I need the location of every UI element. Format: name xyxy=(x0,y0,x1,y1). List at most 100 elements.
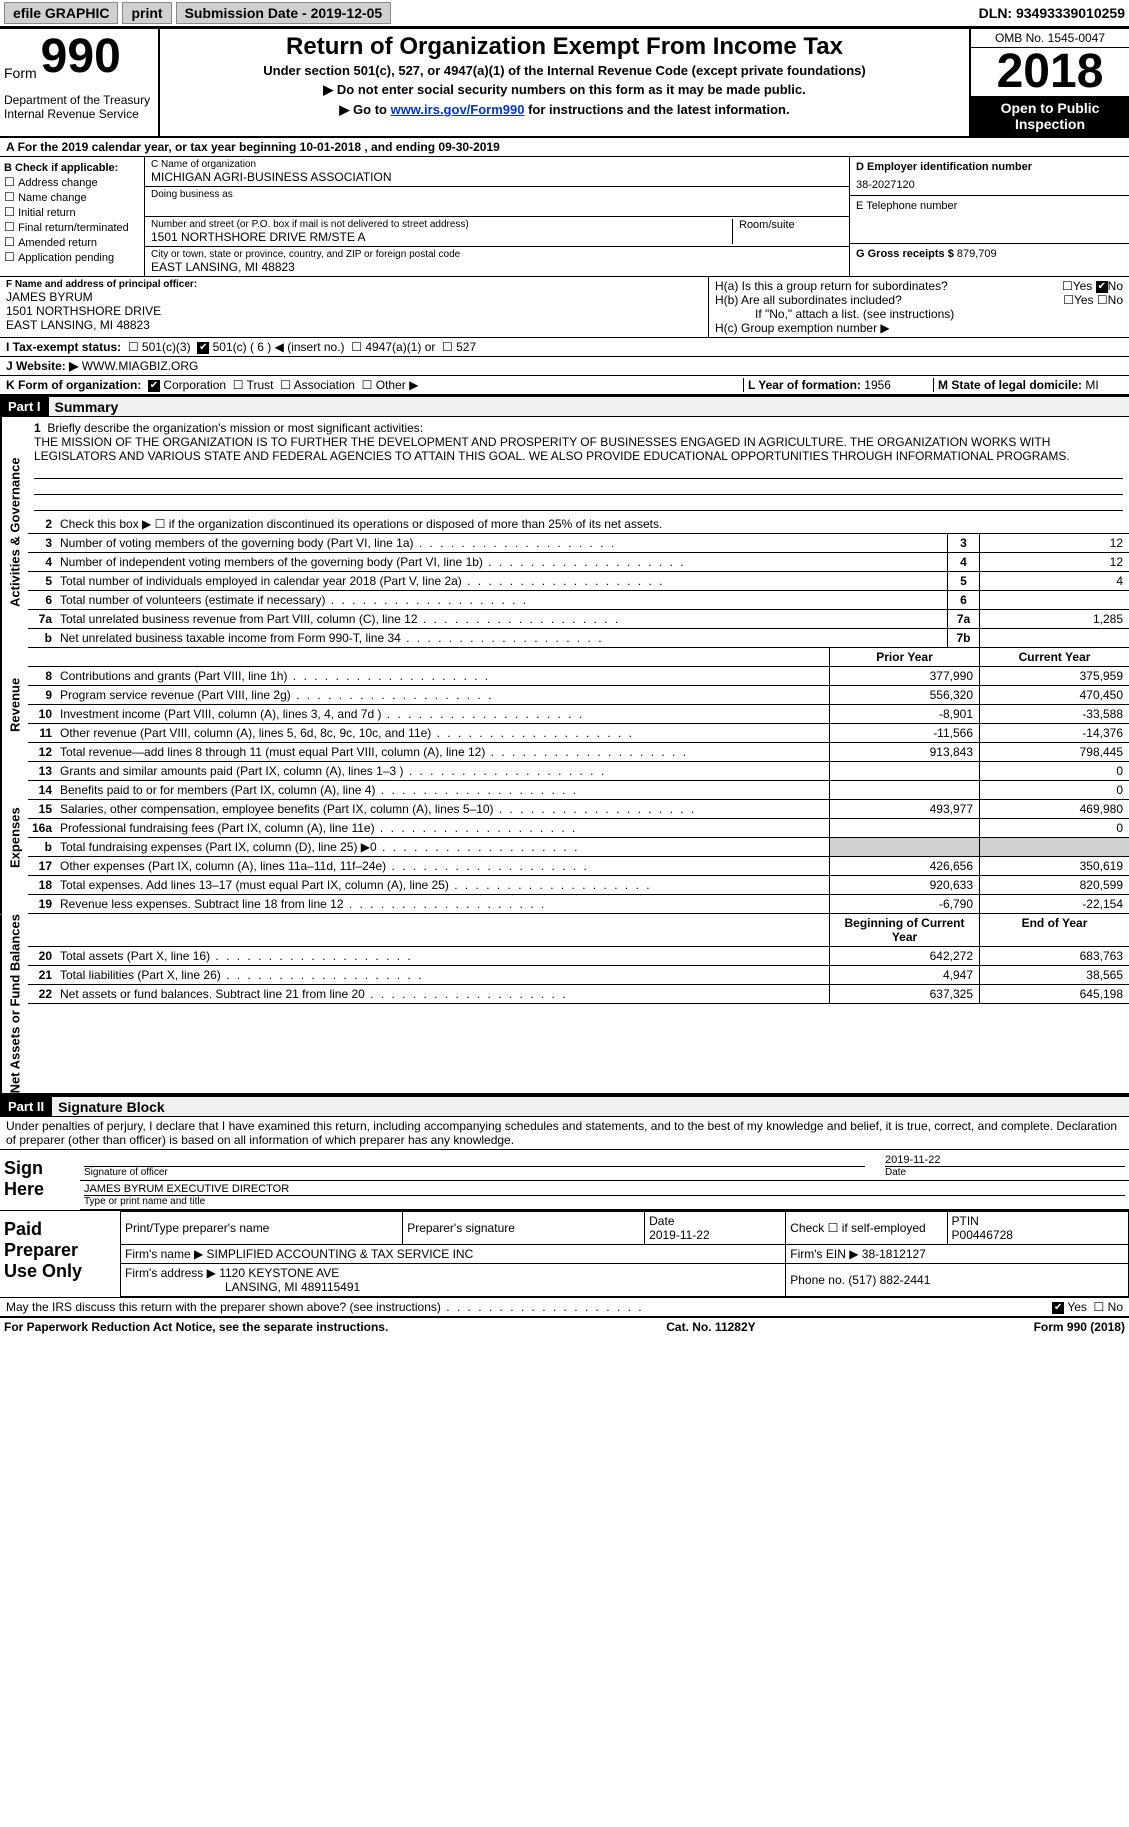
sig-date-label: Date xyxy=(885,1166,1125,1178)
mission-label: Briefly describe the organization's miss… xyxy=(47,421,423,435)
summary-row: 6Total number of volunteers (estimate if… xyxy=(28,591,1129,610)
summary-row: bTotal fundraising expenses (Part IX, co… xyxy=(28,838,1129,857)
box-b-label: B Check if applicable: xyxy=(4,162,140,174)
opt-501c3[interactable]: 501(c)(3) xyxy=(142,340,191,354)
side-expenses: Expenses xyxy=(0,762,28,914)
part2-header: Part II Signature Block xyxy=(0,1095,1129,1117)
prep-sig-label: Preparer's signature xyxy=(403,1212,645,1245)
part1-title: Summary xyxy=(55,399,119,415)
goto-note: ▶ Go to www.irs.gov/Form990 for instruct… xyxy=(168,102,961,118)
domicile-label: M State of legal domicile: xyxy=(938,378,1082,392)
officer-label: F Name and address of principal officer: xyxy=(6,279,702,290)
side-revenue: Revenue xyxy=(0,648,28,762)
summary-row: 22Net assets or fund balances. Subtract … xyxy=(28,985,1129,1004)
prep-self-employed[interactable]: Check ☐ if self-employed xyxy=(786,1212,947,1245)
year-formation-label: L Year of formation: xyxy=(748,378,861,392)
firm-ein: 38-1812127 xyxy=(862,1247,926,1261)
paid-preparer-block: Paid Preparer Use Only Print/Type prepar… xyxy=(0,1210,1129,1297)
opt-4947[interactable]: 4947(a)(1) or xyxy=(365,340,435,354)
city-value: EAST LANSING, MI 48823 xyxy=(151,260,843,274)
form-org-label: K Form of organization: xyxy=(6,378,141,392)
dept-treasury: Department of the Treasury Internal Reve… xyxy=(4,93,154,121)
hdr-begin-year: Beginning of Current Year xyxy=(829,914,979,946)
discuss-text: May the IRS discuss this return with the… xyxy=(6,1300,644,1314)
submission-date: Submission Date - 2019-12-05 xyxy=(176,2,392,24)
chk-application-pending[interactable]: Application pending xyxy=(4,250,140,264)
summary-row: 19Revenue less expenses. Subtract line 1… xyxy=(28,895,1129,914)
chk-initial-return[interactable]: Initial return xyxy=(4,205,140,219)
domicile: MI xyxy=(1085,378,1098,392)
firm-addr: 1120 KEYSTONE AVE xyxy=(219,1266,339,1280)
year-formation: 1956 xyxy=(864,378,891,392)
status-lines: I Tax-exempt status: ☐ 501(c)(3) 501(c) … xyxy=(0,338,1129,395)
part1-badge: Part I xyxy=(0,397,49,416)
efile-badge: efile GRAPHIC xyxy=(4,2,118,24)
opt-527[interactable]: 527 xyxy=(456,340,476,354)
firm-ein-label: Firm's EIN ▶ xyxy=(790,1247,858,1261)
form-number: 990 xyxy=(41,33,121,81)
mission-text: THE MISSION OF THE ORGANIZATION IS TO FU… xyxy=(34,435,1070,463)
discuss-yes-check[interactable] xyxy=(1052,1302,1064,1314)
summary-row: 7aTotal unrelated business revenue from … xyxy=(28,610,1129,629)
firm-phone-label: Phone no. xyxy=(790,1273,845,1287)
part1-header: Part I Summary xyxy=(0,395,1129,417)
open-to-public: Open to Public Inspection xyxy=(971,96,1129,136)
chk-amended-return[interactable]: Amended return xyxy=(4,235,140,249)
officer-addr1: 1501 NORTHSHORE DRIVE xyxy=(6,304,702,318)
note2-pre: ▶ Go to xyxy=(339,102,390,117)
chk-trust[interactable]: Trust xyxy=(247,378,274,392)
preparer-table: Print/Type preparer's name Preparer's si… xyxy=(120,1211,1129,1297)
website-value[interactable]: WWW.MIAGBIZ.ORG xyxy=(82,359,199,373)
chk-address-change[interactable]: Address change xyxy=(4,175,140,189)
officer-addr2: EAST LANSING, MI 48823 xyxy=(6,318,702,332)
h-b-note: If "No," attach a list. (see instruction… xyxy=(715,307,1123,321)
chk-name-change[interactable]: Name change xyxy=(4,190,140,204)
sign-here-label: Sign Here xyxy=(0,1150,80,1210)
ptin-value: P00446728 xyxy=(952,1228,1013,1242)
addr-label: Number and street (or P.O. box if mail i… xyxy=(151,219,726,230)
box-b: B Check if applicable: Address change Na… xyxy=(0,157,145,276)
identity-block: B Check if applicable: Address change Na… xyxy=(0,157,1129,277)
form-subtitle: Under section 501(c), 527, or 4947(a)(1)… xyxy=(168,63,961,78)
ein-label: D Employer identification number xyxy=(856,161,1123,173)
ha-no-check xyxy=(1096,281,1108,293)
hdr-prior-year: Prior Year xyxy=(829,648,979,666)
chk-corporation[interactable] xyxy=(148,380,160,392)
chk-other[interactable]: Other ▶ xyxy=(376,378,419,392)
city-label: City or town, state or province, country… xyxy=(151,249,843,260)
summary-row: 10Investment income (Part VIII, column (… xyxy=(28,705,1129,724)
website-label: J Website: ▶ xyxy=(6,359,78,373)
ptin-label: PTIN xyxy=(952,1214,979,1228)
summary-row: 11Other revenue (Part VIII, column (A), … xyxy=(28,724,1129,743)
summary-row: 9Program service revenue (Part VIII, lin… xyxy=(28,686,1129,705)
top-bar: efile GRAPHIC print Submission Date - 20… xyxy=(0,0,1129,27)
firm-name: SIMPLIFIED ACCOUNTING & TAX SERVICE INC xyxy=(207,1247,474,1261)
period-text: For the 2019 calendar year, or tax year … xyxy=(18,140,500,154)
discuss-no[interactable]: No xyxy=(1108,1300,1123,1314)
form990-link[interactable]: www.irs.gov/Form990 xyxy=(391,102,525,117)
form-title: Return of Organization Exempt From Incom… xyxy=(168,33,961,61)
prep-date-value: 2019-11-22 xyxy=(649,1228,710,1242)
side-governance: Activities & Governance xyxy=(0,417,28,648)
perjury-declaration: Under penalties of perjury, I declare th… xyxy=(0,1117,1129,1150)
chk-final-return[interactable]: Final return/terminated xyxy=(4,220,140,234)
suite-label: Room/suite xyxy=(733,219,843,244)
discuss-line: May the IRS discuss this return with the… xyxy=(0,1297,1129,1316)
firm-name-label: Firm's name ▶ xyxy=(125,1247,203,1261)
chk-association[interactable]: Association xyxy=(294,378,355,392)
opt-501c-check xyxy=(197,342,209,354)
line2-text: Check this box ▶ ☐ if the organization d… xyxy=(56,515,1129,533)
summary-row: 12Total revenue—add lines 8 through 11 (… xyxy=(28,743,1129,762)
tax-status-label: I Tax-exempt status: xyxy=(6,340,121,354)
summary-row: 5Total number of individuals employed in… xyxy=(28,572,1129,591)
opt-501c[interactable]: 501(c) ( 6 ) ◀ (insert no.) xyxy=(213,340,345,354)
officer-name: JAMES BYRUM xyxy=(6,290,702,304)
summary-row: 15Salaries, other compensation, employee… xyxy=(28,800,1129,819)
addr-value: 1501 NORTHSHORE DRIVE RM/STE A xyxy=(151,230,726,244)
summary-row: bNet unrelated business taxable income f… xyxy=(28,629,1129,648)
print-button[interactable]: print xyxy=(122,2,171,24)
hdr-current-year: Current Year xyxy=(979,648,1129,666)
right-info-col: D Employer identification number 38-2027… xyxy=(849,157,1129,276)
gross-receipts-label: G Gross receipts $ xyxy=(856,248,954,260)
summary-row: 18Total expenses. Add lines 13–17 (must … xyxy=(28,876,1129,895)
